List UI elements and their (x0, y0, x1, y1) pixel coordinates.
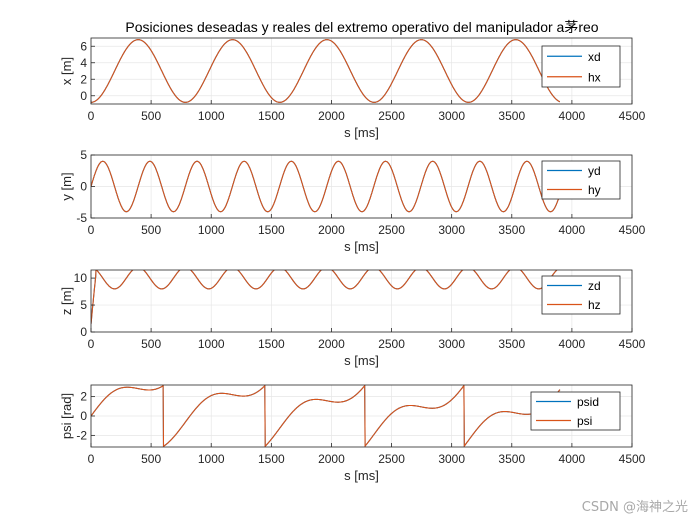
subplot-3: 0 500 1000 1500 2000 2500 3000 3500 4000 4500 0 5 10… (59, 269, 646, 368)
x-tick-label: 2000 (318, 109, 345, 123)
x-tick-label: 500 (141, 337, 161, 351)
x-tick-label: 1000 (198, 337, 225, 351)
series-psi (91, 385, 561, 447)
legend-entry: yd (588, 164, 601, 178)
axes-frame (90, 37, 633, 105)
legend: yd hy (541, 160, 621, 200)
x-tick-label: 1500 (258, 452, 285, 466)
x-tick-label: 3000 (438, 223, 465, 237)
y-axis-label: y [m] (59, 172, 74, 200)
y-tick-label: -2 (76, 428, 87, 442)
x-tick-label: 3000 (438, 337, 465, 351)
x-tick-label: 1500 (258, 337, 285, 351)
y-tick-label: 2 (80, 72, 87, 86)
x-tick-label: 2500 (378, 337, 405, 351)
x-tick-label: 4000 (559, 452, 586, 466)
chart-title: Posiciones deseadas y reales del extremo… (125, 19, 598, 35)
x-tick-label: 500 (141, 452, 161, 466)
x-tick-label: 1000 (198, 452, 225, 466)
x-tick-label: 3000 (438, 452, 465, 466)
x-tick-label: 1000 (198, 223, 225, 237)
x-tick-label: 1500 (258, 109, 285, 123)
legend-entry: hy (588, 183, 601, 197)
x-tick-label: 1500 (258, 223, 285, 237)
series-hy (91, 160, 561, 213)
y-axis-label: psi [rad] (59, 393, 74, 439)
x-tick-label: 3000 (438, 109, 465, 123)
x-tick-label: 4500 (619, 223, 646, 237)
axes-frame (90, 269, 633, 333)
x-tick-label: 2000 (318, 452, 345, 466)
legend-entry: zd (588, 279, 601, 293)
y-tick-label: 0 (80, 325, 87, 339)
x-tick-label: 2500 (378, 109, 405, 123)
y-tick-label: 6 (80, 39, 87, 53)
y-tick-label: 4 (80, 56, 87, 70)
legend: zd hz (541, 275, 621, 315)
x-axis-label: s [ms] (344, 353, 379, 368)
x-tick-label: 500 (141, 109, 161, 123)
x-tick-label: 3500 (498, 452, 525, 466)
legend-entry: psid (577, 395, 599, 409)
x-tick-label: 4500 (619, 452, 646, 466)
x-tick-label: 4000 (559, 337, 586, 351)
subplot-1: 0 500 1000 1500 2000 2500 3000 3500 4000 4500 0 2 4 6… (59, 37, 646, 140)
series-hz (91, 270, 558, 324)
y-tick-label: 10 (74, 271, 88, 285)
legend-entry: psi (577, 414, 592, 428)
y-tick-label: -5 (76, 211, 87, 225)
y-tick-label: 0 (80, 409, 87, 423)
y-axis-label: x [m] (59, 57, 74, 85)
x-axis-label: s [ms] (344, 125, 379, 140)
x-tick-label: 2500 (378, 452, 405, 466)
x-tick-label: 2000 (318, 337, 345, 351)
legend-entry: hz (588, 298, 601, 312)
y-tick-label: 5 (80, 148, 87, 162)
legend-entry: xd (588, 50, 601, 64)
x-tick-label: 0 (88, 337, 95, 351)
legend-box (541, 45, 621, 88)
y-tick-label: 0 (80, 180, 87, 194)
x-tick-label: 500 (141, 223, 161, 237)
subplot-4: 0 500 1000 1500 2000 2500 3000 3500 4000 4500-202… (59, 384, 646, 483)
subplot-2: 0 500 1000 1500 2000 2500 3000 3500 4000 4500-505… (59, 148, 646, 254)
y-tick-label: 0 (80, 89, 87, 103)
x-tick-label: 0 (88, 452, 95, 466)
legend-entry: hx (588, 70, 601, 84)
x-axis-label: s [ms] (344, 468, 379, 483)
legend-box (541, 275, 621, 315)
legend: psid psi (530, 391, 621, 431)
y-tick-label: 2 (80, 390, 87, 404)
x-tick-label: 4000 (559, 109, 586, 123)
legend-box (541, 160, 621, 200)
x-tick-label: 2500 (378, 223, 405, 237)
x-tick-label: 1000 (198, 109, 225, 123)
x-axis-label: s [ms] (344, 239, 379, 254)
x-tick-label: 0 (88, 223, 95, 237)
x-tick-label: 4000 (559, 223, 586, 237)
legend-box (530, 391, 621, 431)
x-tick-label: 3500 (498, 109, 525, 123)
x-tick-label: 4500 (619, 337, 646, 351)
x-tick-label: 3500 (498, 337, 525, 351)
subplots: 0 500 1000 1500 2000 2500 3000 3500 4000 45000246… (59, 37, 646, 483)
y-tick-label: 5 (80, 298, 87, 312)
legend: xd hx (541, 45, 621, 88)
y-axis-label: z [m] (59, 287, 74, 315)
watermark: CSDN @海神之光 (581, 500, 688, 515)
x-tick-label: 4500 (619, 109, 646, 123)
series-hx (91, 39, 561, 103)
x-tick-label: 0 (88, 109, 95, 123)
x-tick-label: 3500 (498, 223, 525, 237)
x-tick-label: 2000 (318, 223, 345, 237)
